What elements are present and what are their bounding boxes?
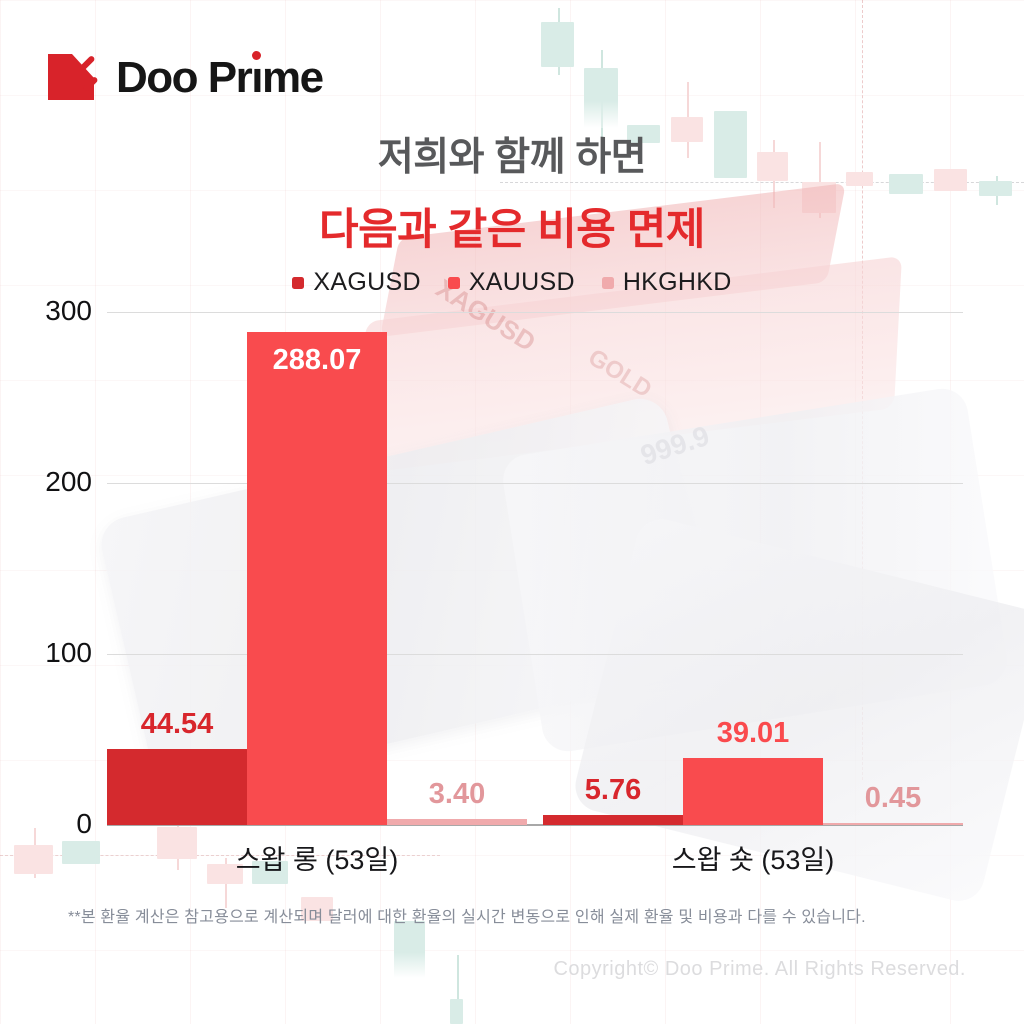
candle-body xyxy=(252,861,288,884)
doo-prime-logo-icon xyxy=(48,51,102,105)
bar-hkghkd-swap-long xyxy=(387,819,527,825)
candle-body xyxy=(394,921,425,978)
candle-body xyxy=(62,841,100,864)
doo-prime-logo: Doo Prıme xyxy=(48,50,324,106)
legend-label-xauusd: XAUUSD xyxy=(468,268,575,296)
background-dashed-hline-bottom xyxy=(0,855,440,856)
copyright-text: Copyright© Doo Prime. All Rights Reserve… xyxy=(553,958,966,980)
bar-xagusd-swap-short xyxy=(543,815,683,825)
legend-swatch-xagusd xyxy=(292,276,305,289)
legend-label-xagusd: XAGUSD xyxy=(313,268,421,296)
wordmark-i-red-dot: ı xyxy=(251,51,263,102)
gridline-200 xyxy=(107,483,963,484)
candle-body xyxy=(846,172,873,186)
y-tick-label-0: 0 xyxy=(76,808,92,839)
candle-wick xyxy=(456,955,459,999)
bar-value-label-hkghkd-swap-long: 3.40 xyxy=(428,778,486,811)
disclaimer-footnote: **본 환율 계산은 참고용으로 계산되며 달러에 대한 환율의 실시간 변동으… xyxy=(68,909,866,926)
category-label-swap-long: 스왑 롱 (53일) xyxy=(235,845,399,875)
bar-hkghkd-swap-short xyxy=(823,823,963,825)
candle-body xyxy=(450,999,463,1024)
x-axis-line xyxy=(107,824,963,826)
bar-value-label-xagusd-swap-long: 44.54 xyxy=(140,707,214,740)
candle-body xyxy=(627,125,660,143)
candle-body xyxy=(14,845,53,874)
legend-swatch-hkghkd xyxy=(601,276,614,289)
candle-body xyxy=(541,22,574,67)
chart-legend: XAGUSD XAUUSD HKGHKD xyxy=(0,268,1024,297)
candle-body xyxy=(207,864,243,884)
bar-value-label-xauusd-swap-short: 39.01 xyxy=(716,717,790,750)
gridline-300 xyxy=(107,312,963,313)
legend-item-xauusd: XAUUSD xyxy=(447,268,575,297)
candle-body xyxy=(584,68,618,128)
candle-body xyxy=(301,897,333,921)
y-tick-label-200: 200 xyxy=(45,466,92,497)
legend-item-hkghkd: HKGHKD xyxy=(601,268,732,297)
y-tick-label-300: 300 xyxy=(45,295,92,326)
title-line-1: 저희와 함께 하면 xyxy=(377,136,647,179)
bar-value-label-hkghkd-swap-short: 0.45 xyxy=(864,782,922,814)
candle-body xyxy=(934,169,967,191)
legend-swatch-xauusd xyxy=(447,276,460,289)
candle-body xyxy=(979,181,1012,196)
candle-body xyxy=(157,827,197,859)
candle-wick xyxy=(819,142,821,218)
category-label-swap-short: 스왑 숏 (53일) xyxy=(671,845,835,875)
candle-body xyxy=(757,152,788,181)
title-block: 저희와 함께 하면 다음과 같은 비용 면제 xyxy=(0,126,1024,257)
legend-label-hkghkd: HKGHKD xyxy=(622,268,732,296)
bar-value-label-xagusd-swap-short: 5.76 xyxy=(584,774,642,807)
candle-body xyxy=(889,174,923,194)
bar-xagusd-swap-long xyxy=(107,748,247,825)
bar-xauusd-swap-short xyxy=(683,758,823,825)
bar-xauusd-swap-long xyxy=(247,332,387,825)
doo-prime-wordmark: Doo Prıme xyxy=(116,51,324,102)
bar-value-label-xauusd-swap-long: 288.07 xyxy=(272,344,362,377)
candle-body xyxy=(714,111,747,178)
background-dashed-hline-top xyxy=(500,182,1024,183)
legend-item-xagusd: XAGUSD xyxy=(292,268,421,297)
y-tick-label-100: 100 xyxy=(45,637,92,668)
bar-chart-plot-area: 44.54 288.07 3.40 5.76 39.01 0.45 xyxy=(107,312,963,826)
gridline-100 xyxy=(107,654,963,655)
title-line-2: 다음과 같은 비용 면제 xyxy=(319,206,705,254)
candle-body xyxy=(671,117,703,142)
